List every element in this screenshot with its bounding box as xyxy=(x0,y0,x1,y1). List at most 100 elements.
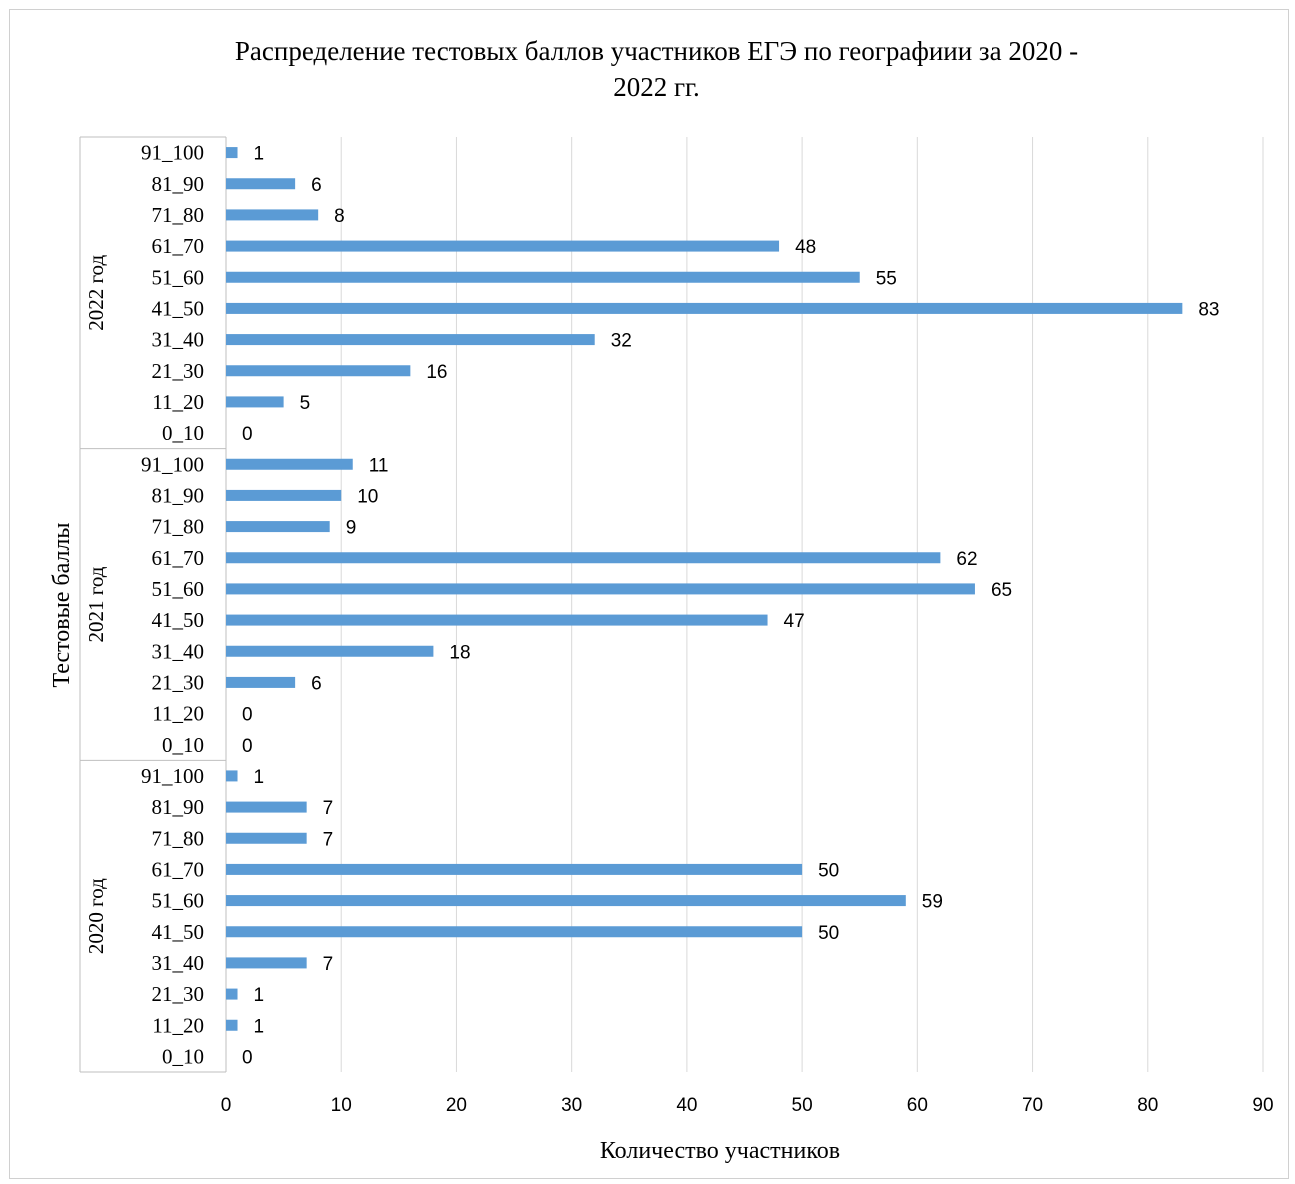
category-label-2021-год-71_80: 71_80 xyxy=(152,515,205,539)
category-axis-frame xyxy=(79,136,227,1073)
chart-title: Распределение тестовых баллов участников… xyxy=(0,33,1295,105)
bar-2022-год-41_50 xyxy=(226,302,1183,314)
bar-2022-год-51_60 xyxy=(226,271,860,283)
bar-2020-год-21_30 xyxy=(226,988,238,1000)
x-tick-label-10: 10 xyxy=(331,1095,352,1116)
bar-2021-год-51_60 xyxy=(226,583,975,595)
bar-2022-год-81_90 xyxy=(226,178,296,190)
x-tick-label-30: 30 xyxy=(561,1095,582,1116)
bar-2020-год-81_90 xyxy=(226,801,307,813)
data-label-2020-год-51_60: 59 xyxy=(922,892,943,913)
category-label-2022-год-51_60: 51_60 xyxy=(152,265,205,289)
category-label-2020-год-91_100: 91_100 xyxy=(141,764,204,788)
data-label-2022-год-91_100: 1 xyxy=(254,144,265,165)
category-label-2021-год-0_10: 0_10 xyxy=(162,733,204,757)
data-label-2021-год-0_10: 0 xyxy=(242,736,253,757)
data-label-2020-год-61_70: 50 xyxy=(818,860,839,881)
category-label-2022-год-61_70: 61_70 xyxy=(152,234,205,258)
x-tick-label-50: 50 xyxy=(792,1095,813,1116)
category-label-2022-год-31_40: 31_40 xyxy=(152,328,205,352)
data-label-2022-год-71_80: 8 xyxy=(334,206,345,227)
data-label-2021-год-51_60: 65 xyxy=(991,580,1012,601)
group-label-2021-год: 2021 год xyxy=(84,566,108,642)
data-label-2022-год-41_50: 83 xyxy=(1198,299,1219,320)
category-label-2020-год-41_50: 41_50 xyxy=(152,920,205,944)
category-label-2021-год-51_60: 51_60 xyxy=(152,577,205,601)
data-label-2021-год-91_100: 11 xyxy=(369,455,389,476)
bar-2021-год-21_30 xyxy=(226,676,296,688)
bar-2021-год-31_40 xyxy=(226,645,434,657)
category-label-2022-год-91_100: 91_100 xyxy=(141,141,204,165)
x-tick-label-60: 60 xyxy=(907,1095,928,1116)
bar-2022-год-21_30 xyxy=(226,365,411,377)
bar-2020-год-91_100 xyxy=(226,770,238,782)
data-label-2022-год-11_20: 5 xyxy=(300,393,311,414)
bar-2020-год-51_60 xyxy=(226,895,906,907)
data-label-2020-год-81_90: 7 xyxy=(323,798,334,819)
data-label-2021-год-81_90: 10 xyxy=(357,486,378,507)
bar-2022-год-61_70 xyxy=(226,240,780,252)
bar-2021-год-41_50 xyxy=(226,614,768,626)
data-label-2020-год-41_50: 50 xyxy=(818,923,839,944)
data-label-2022-год-81_90: 6 xyxy=(311,175,322,196)
bar-2020-год-31_40 xyxy=(226,957,307,969)
category-label-2022-год-0_10: 0_10 xyxy=(162,421,204,445)
bar-2021-год-71_80 xyxy=(226,521,330,533)
bar-2022-год-71_80 xyxy=(226,209,319,221)
category-label-2020-год-61_70: 61_70 xyxy=(152,857,205,881)
data-label-2021-год-41_50: 47 xyxy=(784,611,805,632)
data-label-2022-год-0_10: 0 xyxy=(242,424,253,445)
data-label-2020-год-91_100: 1 xyxy=(254,767,265,788)
data-label-2020-год-11_20: 1 xyxy=(254,1016,265,1037)
bar-2020-год-11_20 xyxy=(226,1019,238,1031)
data-label-2020-год-31_40: 7 xyxy=(323,954,334,975)
category-label-2022-год-81_90: 81_90 xyxy=(152,172,205,196)
data-label-2021-год-21_30: 6 xyxy=(311,673,322,694)
bar-2022-год-91_100 xyxy=(226,147,238,159)
y-axis-title: Тестовые баллы xyxy=(49,522,75,687)
chart-title-line-1: Распределение тестовых баллов участников… xyxy=(234,36,1079,66)
chart-title-line-2: 2022 гг. xyxy=(613,72,700,102)
data-label-2022-год-21_30: 16 xyxy=(426,362,447,383)
bar-2020-год-71_80 xyxy=(226,832,307,844)
data-label-2020-год-71_80: 7 xyxy=(323,829,334,850)
x-axis-title: Количество участников xyxy=(600,1138,840,1164)
bar-2021-год-61_70 xyxy=(226,552,941,564)
bars xyxy=(226,147,1183,1031)
bar-2020-год-41_50 xyxy=(226,926,803,938)
group-label-2022-год: 2022 год xyxy=(84,255,108,331)
category-label-2020-год-51_60: 51_60 xyxy=(152,889,205,913)
bar-2022-год-11_20 xyxy=(226,396,284,408)
x-tick-label-20: 20 xyxy=(446,1095,467,1116)
category-label-2021-год-41_50: 41_50 xyxy=(152,608,205,632)
data-label-2021-год-61_70: 62 xyxy=(956,549,977,570)
x-tick-label-70: 70 xyxy=(1022,1095,1043,1116)
group-label-2020-год: 2020 год xyxy=(84,878,108,954)
data-label-2021-год-11_20: 0 xyxy=(242,705,253,726)
x-tick-label-0: 0 xyxy=(221,1095,232,1116)
category-label-2021-год-31_40: 31_40 xyxy=(152,639,205,663)
category-label-2021-год-91_100: 91_100 xyxy=(141,452,204,476)
category-label-2021-год-11_20: 11_20 xyxy=(152,702,204,726)
category-label-2020-год-31_40: 31_40 xyxy=(152,951,205,975)
data-label-2022-год-51_60: 55 xyxy=(876,268,897,289)
data-label-2021-год-71_80: 9 xyxy=(346,518,357,539)
x-tick-label-80: 80 xyxy=(1137,1095,1158,1116)
data-label-2022-год-61_70: 48 xyxy=(795,237,816,258)
data-label-2020-год-0_10: 0 xyxy=(242,1047,253,1068)
category-label-2022-год-71_80: 71_80 xyxy=(152,203,205,227)
category-label-2020-год-11_20: 11_20 xyxy=(152,1013,204,1037)
category-label-2022-год-11_20: 11_20 xyxy=(152,390,204,414)
gridlines xyxy=(340,137,1264,1072)
x-tick-label-90: 90 xyxy=(1252,1095,1273,1116)
category-label-2021-год-81_90: 81_90 xyxy=(152,483,205,507)
category-label-2020-год-71_80: 71_80 xyxy=(152,826,205,850)
category-label-2022-год-21_30: 21_30 xyxy=(152,359,205,383)
x-tick-label-40: 40 xyxy=(676,1095,697,1116)
bar-2021-год-91_100 xyxy=(226,458,353,470)
category-label-2020-год-81_90: 81_90 xyxy=(152,795,205,819)
bar-2021-год-81_90 xyxy=(226,489,342,501)
category-label-2021-год-21_30: 21_30 xyxy=(152,670,205,694)
